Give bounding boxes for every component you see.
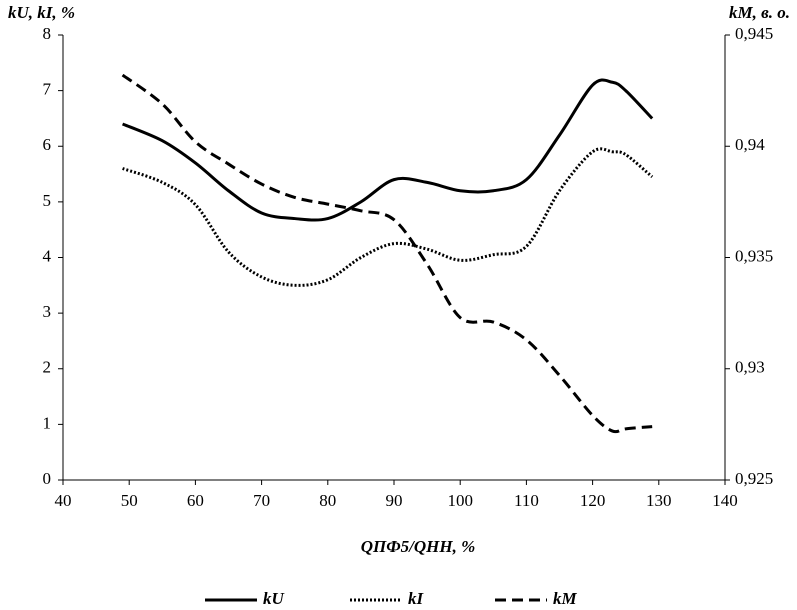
x-tick-label: 130 xyxy=(646,491,672,510)
y-tick-label: 0 xyxy=(43,469,52,488)
y2-tick-label: 0,925 xyxy=(735,469,773,488)
x-tick-label: 140 xyxy=(712,491,738,510)
y-tick-label: 3 xyxy=(43,302,52,321)
x-axis-title: QПФ5/QНН, % xyxy=(361,537,476,556)
x-tick-label: 120 xyxy=(580,491,606,510)
series-line xyxy=(121,73,653,434)
legend-label: kU xyxy=(263,589,285,608)
x-tick-label: 80 xyxy=(319,491,336,510)
x-tick-label: 100 xyxy=(447,491,473,510)
y2-axis-title: kM, в. о. xyxy=(729,3,790,22)
x-tick-label: 110 xyxy=(514,491,539,510)
y2-tick-label: 0,945 xyxy=(735,24,773,43)
legend-label: kM xyxy=(553,589,578,608)
y-tick-label: 1 xyxy=(43,413,52,432)
y-tick-label: 2 xyxy=(43,358,52,377)
y-tick-label: 8 xyxy=(43,24,52,43)
y-tick-label: 5 xyxy=(43,191,52,210)
y-axis-title: kU, kI, % xyxy=(8,3,75,22)
y-tick-label: 7 xyxy=(43,80,52,99)
y-tick-label: 6 xyxy=(43,135,52,154)
legend-label: kI xyxy=(408,589,425,608)
x-tick-label: 90 xyxy=(386,491,403,510)
y2-tick-label: 0,93 xyxy=(735,358,765,377)
y-tick-label: 4 xyxy=(43,246,52,265)
series-line xyxy=(122,147,654,287)
x-tick-label: 50 xyxy=(121,491,138,510)
series-line xyxy=(121,78,654,222)
x-tick-label: 60 xyxy=(187,491,204,510)
x-tick-label: 40 xyxy=(55,491,72,510)
y2-tick-label: 0,94 xyxy=(735,135,765,154)
y2-tick-label: 0,935 xyxy=(735,246,773,265)
x-tick-label: 70 xyxy=(253,491,270,510)
